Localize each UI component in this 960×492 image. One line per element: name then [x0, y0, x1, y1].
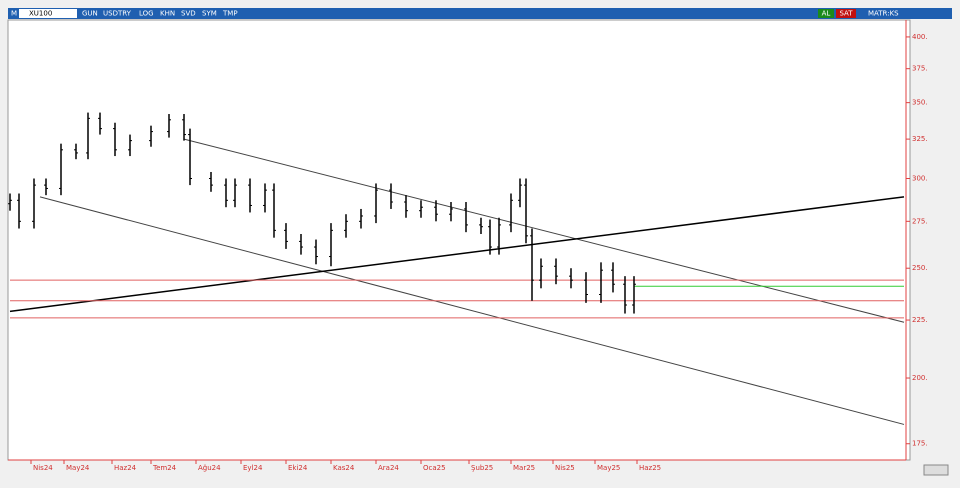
y-tick-label: 250. — [912, 264, 928, 272]
symbol[interactable]: XU100 — [29, 10, 52, 18]
x-tick-label: Eyl24 — [243, 464, 263, 472]
toolbar-button[interactable]: SYM — [202, 10, 217, 18]
y-tick-label: 275. — [912, 217, 928, 225]
toolbar-button[interactable]: LOG — [139, 10, 154, 18]
y-tick-label: 350. — [912, 99, 928, 107]
y-tick-label: 400. — [912, 33, 928, 41]
toolbar-button[interactable]: SVD — [181, 10, 196, 18]
x-tick-label: Ara24 — [378, 464, 399, 472]
buy-button[interactable] — [818, 9, 834, 18]
x-tick-label: Oca25 — [423, 464, 446, 472]
x-tick-label: Haz25 — [639, 464, 661, 472]
menu[interactable]: M — [11, 10, 17, 18]
x-tick-label: Mar25 — [513, 464, 535, 472]
x-tick-label: Şub25 — [471, 464, 493, 472]
trend-line — [183, 138, 905, 323]
x-tick-label: Nis25 — [555, 464, 575, 472]
y-tick-label: 175. — [912, 440, 928, 448]
x-tick-label: Kas24 — [333, 464, 355, 472]
x-tick-label: May24 — [66, 464, 90, 472]
y-tick-label: 375. — [912, 65, 928, 73]
sell-button[interactable] — [836, 9, 856, 18]
x-tick-label: Eki24 — [288, 464, 308, 472]
trend-line — [39, 196, 905, 425]
sell-label[interactable]: SAT — [839, 10, 853, 18]
x-tick-label: Haz24 — [114, 464, 137, 472]
toolbar-button[interactable]: KHN — [160, 10, 175, 18]
matrix[interactable]: MATR:KS — [868, 10, 899, 18]
symbol-box — [19, 9, 77, 18]
toolbar-button[interactable]: USDTRY — [103, 10, 132, 18]
y-tick-label: 300. — [912, 174, 928, 182]
y-tick-label: 225. — [912, 316, 928, 324]
x-tick-label: May25 — [597, 464, 620, 472]
toolbar-button[interactable]: GUN — [82, 10, 98, 18]
buy-label[interactable]: AL — [822, 10, 831, 18]
zoom-controls[interactable] — [923, 464, 949, 476]
y-tick-label: 200. — [912, 374, 928, 382]
trend-line — [9, 196, 905, 313]
y-tick-label: 325. — [912, 135, 928, 143]
toolbar-button[interactable]: TMP — [222, 10, 238, 18]
x-tick-label: Ağu24 — [198, 464, 221, 472]
x-tick-label: Nis24 — [33, 464, 53, 472]
plot-area — [7, 19, 911, 461]
x-tick-label: Tem24 — [152, 464, 177, 472]
toolbar — [8, 8, 952, 19]
